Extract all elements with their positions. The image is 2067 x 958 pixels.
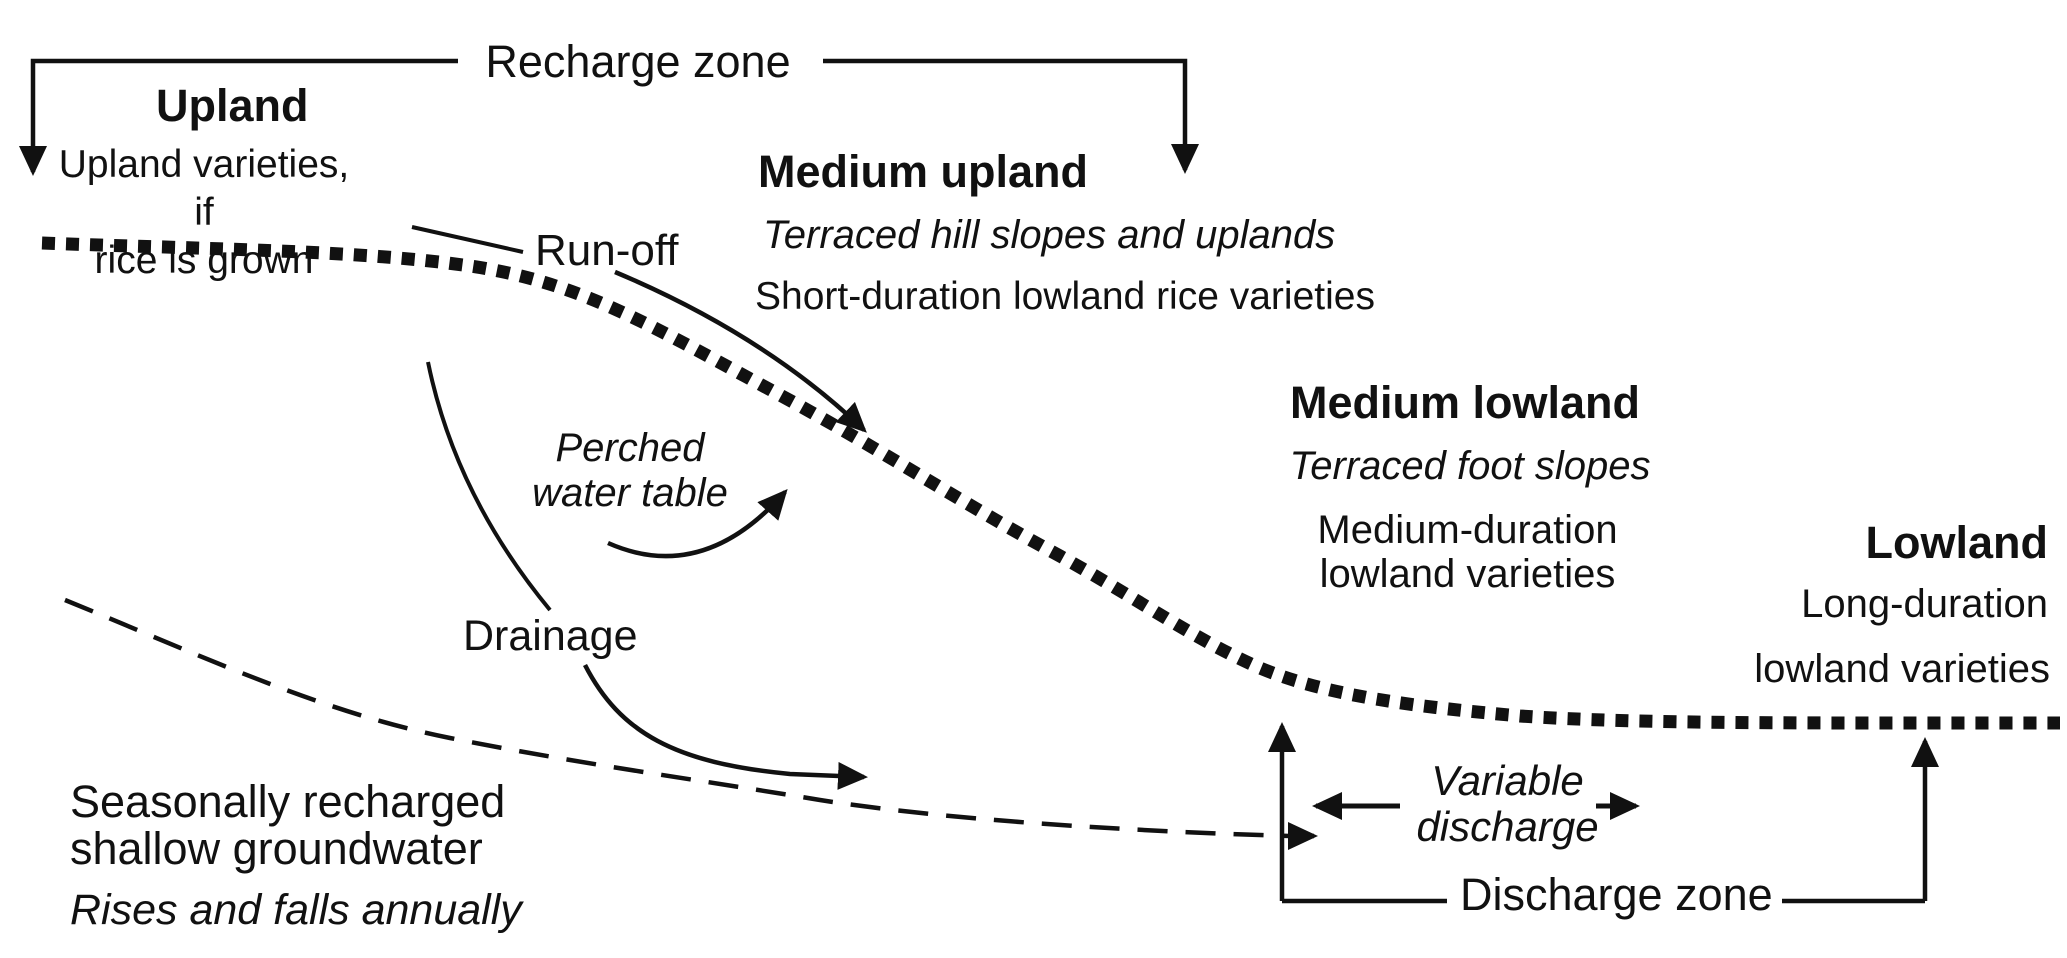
lowland-title: Lowland [1865, 517, 2048, 568]
drainage-flow-arrow [582, 663, 868, 790]
medium-upland-landform: Terraced hill slopes and uplands [763, 213, 1336, 257]
perched-water-table-label: Perched water table [532, 426, 728, 515]
groundwater-note-italic: Rises and falls annually [70, 886, 522, 934]
medium-lowland-varieties: Medium-duration lowland varieties [1317, 508, 1618, 596]
upland-title: Upland [156, 80, 309, 131]
lowland-varieties-line2: lowland varieties [1754, 647, 2050, 691]
recharge-bracket-left-arrow [19, 58, 458, 176]
runoff-label: Run-off [535, 226, 679, 275]
medium-upland-varieties: Short-duration lowland rice varieties [755, 275, 1375, 318]
drainage-leader-line [426, 361, 552, 612]
drainage-label: Drainage [463, 612, 638, 660]
runoff-flow-arrow [614, 269, 867, 433]
runoff-leader-line [411, 225, 524, 254]
medium-lowland-landform: Terraced foot slopes [1289, 444, 1651, 488]
groundwater-note: Seasonally recharged shallow groundwater [70, 776, 506, 874]
soil-surface-dotted-line [41, 236, 2061, 730]
medium-upland-title: Medium upland [758, 146, 1088, 197]
discharge-zone-label: Discharge zone [1460, 869, 1773, 920]
lowland-varieties-line1: Long-duration [1801, 582, 2048, 626]
variable-discharge-label: Variable discharge [1416, 757, 1599, 850]
recharge-zone-label: Recharge zone [485, 36, 791, 87]
medium-lowland-title: Medium lowland [1289, 377, 1640, 428]
water-table-dashed-line [64, 597, 1291, 839]
recharge-bracket-right-arrow [823, 58, 1199, 174]
upland-varieties-note: Upland varieties, if rice is grown [58, 143, 350, 282]
perched-water-table-arrow [607, 489, 788, 559]
